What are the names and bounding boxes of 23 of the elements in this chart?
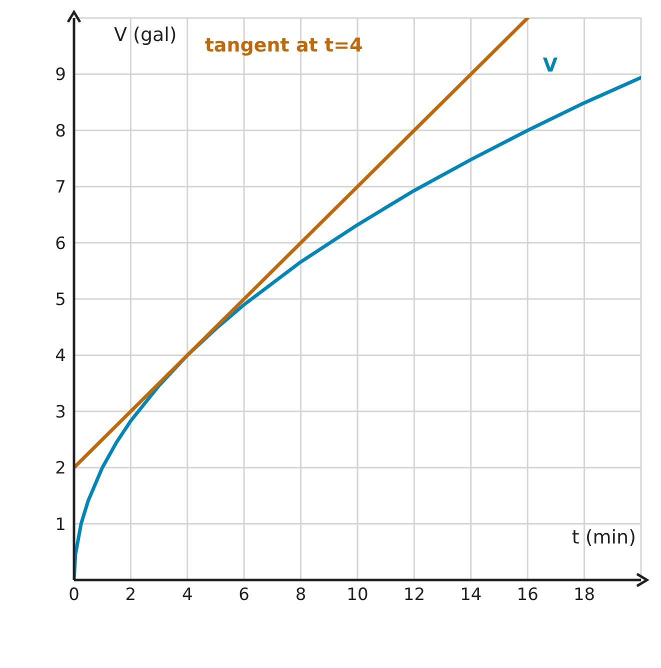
x-tick-label: 6 — [238, 585, 250, 606]
x-tick-label: 18 — [573, 585, 596, 606]
x-tick-label: 16 — [516, 585, 538, 606]
series-label: V — [542, 54, 558, 76]
x-tick-label: 8 — [295, 585, 306, 606]
y-tick-label: 7 — [55, 178, 66, 198]
x-axis-title: t (min) — [572, 526, 636, 548]
y-tick-label: 2 — [55, 458, 66, 479]
y-tick-label: 4 — [55, 346, 66, 366]
y-axis-title: V (gal) — [114, 24, 177, 46]
x-tick-label: 12 — [403, 585, 426, 606]
x-tick-label: 10 — [346, 585, 368, 606]
x-tick-label: 2 — [125, 585, 136, 606]
y-tick-label: 1 — [55, 514, 66, 535]
y-tick-label: 3 — [55, 402, 66, 422]
y-tick-label: 9 — [55, 65, 66, 86]
x-tick-label: 14 — [460, 585, 482, 606]
y-tick-label: 5 — [55, 290, 66, 310]
x-tick-label: 4 — [182, 585, 193, 606]
y-tick-label: 6 — [55, 234, 66, 254]
x-tick-label: 0 — [68, 585, 80, 606]
text: tangent at t=4 — [204, 34, 363, 57]
y-tick-label: 8 — [55, 121, 66, 142]
